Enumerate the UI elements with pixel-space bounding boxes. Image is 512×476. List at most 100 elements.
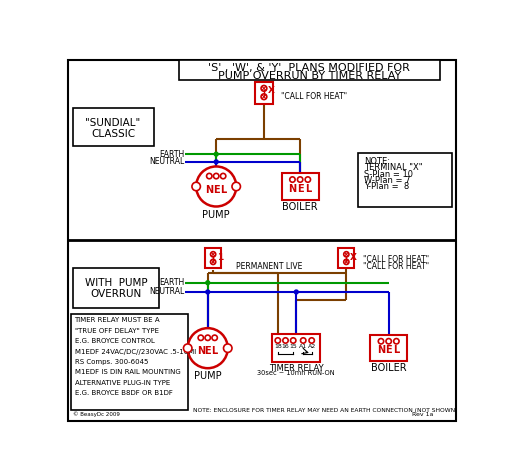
Text: "TRUE OFF DELAY" TYPE: "TRUE OFF DELAY" TYPE <box>75 328 159 334</box>
Circle shape <box>215 152 218 156</box>
Text: EARTH: EARTH <box>159 278 185 287</box>
Text: EARTH: EARTH <box>159 149 185 159</box>
Circle shape <box>378 338 383 344</box>
Text: ALTERNATIVE PLUG-IN TYPE: ALTERNATIVE PLUG-IN TYPE <box>75 380 170 386</box>
Text: Rev 1a: Rev 1a <box>412 413 433 417</box>
Text: "CALL FOR HEAT": "CALL FOR HEAT" <box>281 92 347 101</box>
Text: PUMP: PUMP <box>202 209 230 219</box>
Text: Y-Plan =  8: Y-Plan = 8 <box>364 182 409 191</box>
Text: L: L <box>393 346 399 356</box>
Text: 'S' , 'W', & 'Y'  PLANS MODIFIED FOR: 'S' , 'W', & 'Y' PLANS MODIFIED FOR <box>208 63 410 73</box>
Circle shape <box>294 290 298 294</box>
Text: N: N <box>377 346 385 356</box>
Circle shape <box>301 338 306 343</box>
Text: M1EDF 24VAC/DC//230VAC .5-10MI: M1EDF 24VAC/DC//230VAC .5-10MI <box>75 348 196 355</box>
Circle shape <box>283 338 288 343</box>
Text: 1: 1 <box>217 253 223 262</box>
Text: NOTE:: NOTE: <box>364 157 390 166</box>
Text: M1EDF IS DIN RAIL MOUNTING: M1EDF IS DIN RAIL MOUNTING <box>75 369 180 376</box>
Circle shape <box>290 177 295 182</box>
Text: E.G. BROYCE CONTROL: E.G. BROYCE CONTROL <box>75 338 155 344</box>
Circle shape <box>221 173 226 179</box>
Circle shape <box>210 252 216 257</box>
Bar <box>255 81 273 104</box>
Text: BOILER: BOILER <box>371 363 407 373</box>
Circle shape <box>394 338 399 344</box>
Bar <box>179 60 439 80</box>
Text: NEUTRAL: NEUTRAL <box>150 288 185 297</box>
Text: PERMANENT LIVE: PERMANENT LIVE <box>236 262 303 271</box>
Text: TIMER RELAY: TIMER RELAY <box>269 364 324 373</box>
Circle shape <box>232 182 241 191</box>
Bar <box>370 335 407 361</box>
Text: L: L <box>305 184 311 194</box>
Text: S-Plan = 10: S-Plan = 10 <box>364 169 413 178</box>
Circle shape <box>188 328 228 368</box>
Text: NEUTRAL: NEUTRAL <box>150 158 185 166</box>
Text: L: L <box>220 185 226 195</box>
Text: © BeasyDc 2009: © BeasyDc 2009 <box>73 412 120 417</box>
Circle shape <box>261 94 267 99</box>
Text: X: X <box>268 87 275 96</box>
Text: N: N <box>205 185 214 195</box>
Circle shape <box>290 338 296 343</box>
Circle shape <box>206 173 212 179</box>
Circle shape <box>261 86 267 91</box>
Bar <box>72 314 188 410</box>
Circle shape <box>192 182 200 191</box>
Circle shape <box>344 252 349 257</box>
Text: 30sec ~ 10mn RUN-ON: 30sec ~ 10mn RUN-ON <box>258 370 335 376</box>
Text: 15: 15 <box>289 344 297 349</box>
Bar <box>272 334 320 362</box>
Text: A1: A1 <box>299 344 307 349</box>
Text: X: X <box>350 253 357 262</box>
Text: TIMER RELAY MUST BE A: TIMER RELAY MUST BE A <box>75 317 160 323</box>
Text: "CALL FOR HEAT": "CALL FOR HEAT" <box>364 255 430 264</box>
Text: CLASSIC: CLASSIC <box>91 129 135 139</box>
Text: RS Comps. 300-6045: RS Comps. 300-6045 <box>75 359 148 365</box>
Text: "CALL FOR HEAT": "CALL FOR HEAT" <box>364 262 430 271</box>
Circle shape <box>212 335 218 340</box>
Circle shape <box>297 177 303 182</box>
Text: A2: A2 <box>308 344 316 349</box>
Bar <box>338 248 354 268</box>
Text: OVERRUN: OVERRUN <box>91 289 142 299</box>
Bar <box>358 153 452 207</box>
Text: "SUNDIAL": "SUNDIAL" <box>86 119 141 129</box>
Circle shape <box>198 335 203 340</box>
Circle shape <box>215 160 218 164</box>
Text: BOILER: BOILER <box>282 202 318 212</box>
Circle shape <box>309 338 314 343</box>
Text: E: E <box>204 346 211 356</box>
Bar <box>73 108 154 147</box>
Text: W-Plan = 7: W-Plan = 7 <box>364 176 411 185</box>
Circle shape <box>206 290 209 294</box>
Circle shape <box>224 344 232 352</box>
Text: 18: 18 <box>274 344 282 349</box>
Text: N: N <box>288 184 296 194</box>
Text: E.G. BROYCE B8DF OR B1DF: E.G. BROYCE B8DF OR B1DF <box>75 390 173 396</box>
Circle shape <box>196 167 236 207</box>
Text: PUMP: PUMP <box>194 371 222 381</box>
Circle shape <box>210 259 216 265</box>
Bar <box>205 248 221 268</box>
Text: WITH  PUMP: WITH PUMP <box>85 278 147 288</box>
Text: 16: 16 <box>282 344 289 349</box>
Circle shape <box>206 281 209 285</box>
Bar <box>282 173 318 199</box>
Text: E: E <box>297 184 304 194</box>
Circle shape <box>214 173 219 179</box>
Bar <box>73 268 159 308</box>
Text: NOTE: ENCLOSURE FOR TIMER RELAY MAY NEED AN EARTH CONNECTION (NOT SHOWN): NOTE: ENCLOSURE FOR TIMER RELAY MAY NEED… <box>193 408 458 413</box>
Text: TERMINAL "X": TERMINAL "X" <box>364 163 422 172</box>
Circle shape <box>386 338 391 344</box>
Text: E: E <box>386 346 392 356</box>
Text: N: N <box>197 346 205 356</box>
Text: PUMP OVERRUN BY TIMER RELAY: PUMP OVERRUN BY TIMER RELAY <box>218 71 401 81</box>
Text: E: E <box>213 185 220 195</box>
Circle shape <box>305 177 310 182</box>
Circle shape <box>205 335 210 340</box>
Circle shape <box>183 344 192 352</box>
Circle shape <box>275 338 281 343</box>
Text: L: L <box>211 346 218 356</box>
